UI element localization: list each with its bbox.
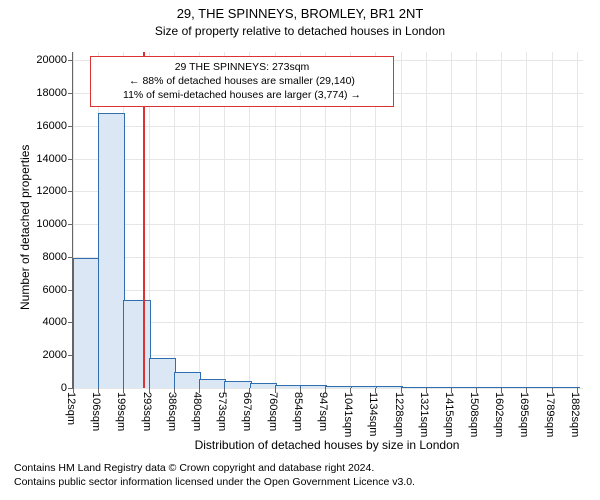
xtick-label: 667sqm	[241, 392, 253, 431]
xtick-label: 854sqm	[292, 392, 304, 431]
histogram-bar	[149, 358, 176, 389]
gridline-v	[526, 52, 527, 388]
xtick-label: 106sqm	[90, 392, 102, 431]
chart-title: 29, THE SPINNEYS, BROMLEY, BR1 2NT	[0, 6, 600, 21]
histogram-bar	[426, 387, 453, 388]
xtick-label: 12sqm	[65, 392, 77, 425]
ytick-label: 8000	[43, 251, 73, 263]
histogram-bar	[351, 386, 378, 388]
histogram-bar	[451, 387, 478, 388]
gridline-v	[476, 52, 477, 388]
xtick-label: 1789sqm	[544, 392, 556, 437]
xtick-label: 1041sqm	[342, 392, 354, 437]
ytick-label: 10000	[36, 218, 73, 230]
xtick-label: 1321sqm	[418, 392, 430, 437]
x-axis-label: Distribution of detached houses by size …	[72, 438, 582, 452]
attribution-line-1: Contains HM Land Registry data © Crown c…	[14, 462, 415, 476]
ytick-label: 12000	[36, 185, 73, 197]
xtick-label: 573sqm	[216, 392, 228, 431]
histogram-bar	[401, 387, 428, 388]
xtick-label: 1508sqm	[468, 392, 480, 437]
chart-subtitle: Size of property relative to detached ho…	[0, 24, 600, 38]
gridline-v	[577, 52, 578, 388]
gridline-v	[426, 52, 427, 388]
ytick-label: 18000	[36, 87, 73, 99]
histogram-bar	[477, 387, 504, 388]
gridline-v	[401, 52, 402, 388]
xtick-label: 1228sqm	[393, 392, 405, 437]
ytick-label: 16000	[36, 120, 73, 132]
annotation-line: 11% of semi-detached houses are larger (…	[97, 88, 387, 102]
histogram-bar	[527, 387, 554, 388]
ytick-label: 14000	[36, 153, 73, 165]
histogram-bar	[73, 258, 100, 388]
histogram-bar	[300, 385, 327, 388]
histogram-bar	[325, 386, 352, 388]
y-axis-label: Number of detached properties	[18, 145, 32, 310]
xtick-label: 1134sqm	[367, 392, 379, 436]
histogram-bar	[250, 383, 277, 388]
histogram-bar	[224, 381, 251, 388]
histogram-bar	[275, 385, 302, 388]
xtick-label: 199sqm	[115, 392, 127, 431]
ytick-label: 2000	[43, 349, 73, 361]
attribution-line-2: Contains public sector information licen…	[14, 476, 415, 490]
xtick-label: 760sqm	[267, 392, 279, 431]
annotation-line: ← 88% of detached houses are smaller (29…	[97, 74, 387, 88]
attribution: Contains HM Land Registry data © Crown c…	[14, 462, 415, 489]
histogram-bar	[199, 379, 226, 388]
xtick-label: 1415sqm	[443, 392, 455, 437]
annotation-line: 29 THE SPINNEYS: 273sqm	[97, 60, 387, 74]
gridline-v	[552, 52, 553, 388]
xtick-label: 480sqm	[191, 392, 203, 431]
gridline-v	[451, 52, 452, 388]
histogram-bar	[502, 387, 529, 388]
ytick-label: 20000	[36, 54, 73, 66]
xtick-label: 1602sqm	[493, 392, 505, 437]
gridline-v	[501, 52, 502, 388]
annotation-box: 29 THE SPINNEYS: 273sqm← 88% of detached…	[90, 56, 394, 107]
xtick-label: 386sqm	[166, 392, 178, 431]
histogram-bar	[174, 372, 201, 388]
xtick-label: 1882sqm	[569, 392, 581, 437]
histogram-bar	[98, 113, 125, 388]
histogram-bar	[552, 387, 579, 388]
ytick-label: 4000	[43, 316, 73, 328]
histogram-bar	[123, 300, 150, 388]
xtick-label: 1695sqm	[518, 392, 530, 437]
ytick-label: 6000	[43, 284, 73, 296]
histogram-bar	[376, 386, 403, 388]
xtick-label: 293sqm	[141, 392, 153, 431]
xtick-label: 947sqm	[317, 392, 329, 431]
